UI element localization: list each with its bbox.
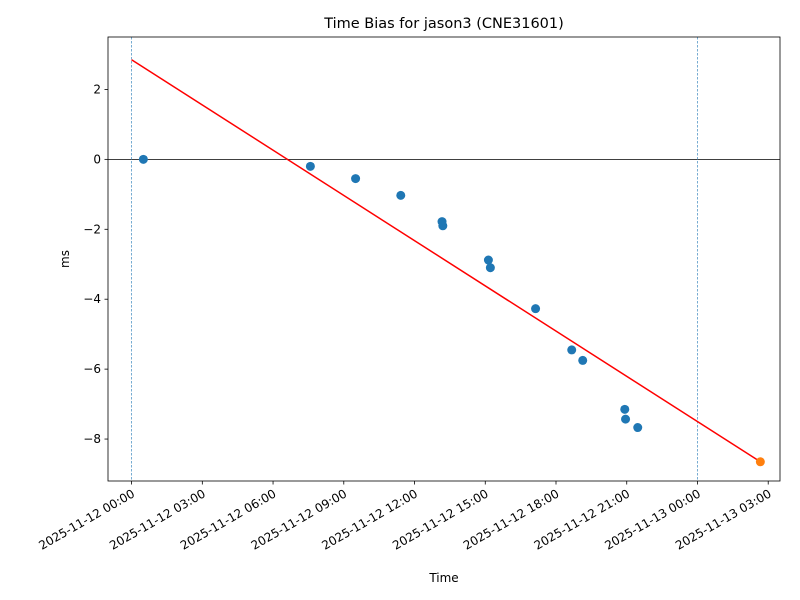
- y-tick-label-6: −8: [83, 432, 101, 446]
- data-point-s1-11: [578, 355, 588, 365]
- y-tick-label-4: −4: [83, 292, 101, 306]
- data-point-s2-1: [755, 457, 765, 467]
- y-axis-ticks: 2 0 −2 −4 −6 −8: [83, 82, 108, 446]
- y-tick-label-3: −2: [83, 222, 101, 236]
- data-point-s1-3: [351, 174, 361, 184]
- data-point-s1-13: [621, 414, 631, 424]
- data-point-s1-2: [305, 161, 315, 171]
- data-point-s1-6: [438, 221, 448, 231]
- data-points: [138, 154, 765, 467]
- plot-area-frame: [107, 36, 781, 482]
- data-point-s1-14: [633, 423, 643, 433]
- y-tick-label-5: −6: [83, 362, 101, 376]
- data-point-s1-9: [531, 304, 541, 314]
- trend-line-layer: [131, 59, 761, 463]
- y-tick-label-2: 0: [93, 152, 101, 166]
- reference-lines: [108, 37, 780, 481]
- data-point-s1-1: [138, 154, 148, 164]
- data-point-s1-12: [620, 404, 630, 414]
- data-point-s1-10: [567, 345, 577, 355]
- y-axis-label: ms: [58, 250, 72, 268]
- data-point-s1-8: [485, 263, 495, 273]
- trend-line: [131, 59, 761, 463]
- data-point-s1-4: [396, 190, 406, 200]
- x-axis-label: Time: [428, 571, 458, 585]
- y-tick-label-1: 2: [93, 82, 101, 96]
- data-point-s1-7: [483, 255, 493, 265]
- chart-title: Time Bias for jason3 (CNE31601): [323, 16, 564, 32]
